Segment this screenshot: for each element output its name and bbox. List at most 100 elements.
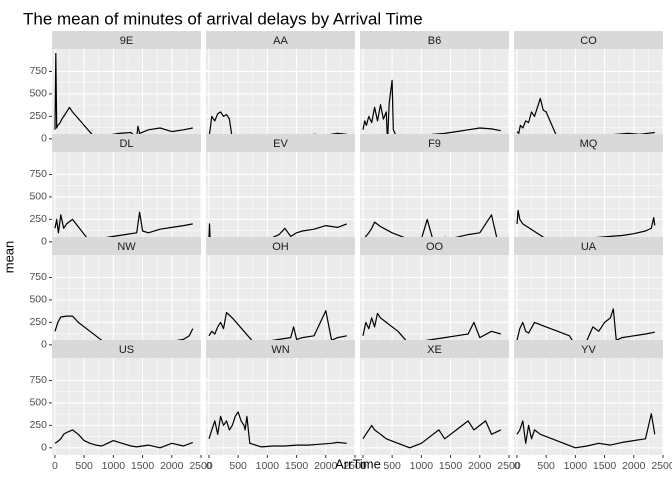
y-tick-label: 250 bbox=[29, 419, 47, 431]
facet-us: US 0 250 500 750 0 500 1000 1500 2000 2500 bbox=[29, 340, 213, 472]
facet-strip-label: F9 bbox=[428, 138, 441, 150]
x-tick-label: 0 bbox=[360, 460, 366, 472]
panel-background bbox=[514, 49, 663, 146]
y-tick-label: 500 bbox=[29, 397, 47, 409]
panel-background bbox=[514, 358, 663, 455]
x-tick-label: 2000 bbox=[468, 460, 492, 472]
facet-strip bbox=[52, 31, 201, 49]
y-tick-label: 500 bbox=[29, 88, 47, 100]
facet-strip-label: NW bbox=[117, 241, 136, 253]
facet-strip-label: DL bbox=[119, 138, 133, 150]
y-tick-label: 0 bbox=[41, 339, 47, 351]
facet-strip bbox=[206, 340, 355, 358]
y-tick-label: 500 bbox=[29, 294, 47, 306]
x-tick-label: 2500 bbox=[189, 460, 213, 472]
facet-strip-label: OO bbox=[426, 241, 444, 253]
panel-background bbox=[52, 255, 201, 352]
facet-strip-label: AA bbox=[273, 35, 288, 47]
x-tick-label: 2000 bbox=[160, 460, 184, 472]
y-tick-label: 750 bbox=[29, 271, 47, 283]
panel-background bbox=[52, 152, 201, 249]
facet-strip-label: CO bbox=[580, 35, 597, 47]
y-tick-label: 0 bbox=[41, 133, 47, 145]
x-tick-label: 1500 bbox=[285, 460, 309, 472]
facet-strip bbox=[514, 340, 663, 358]
x-tick-label: 1000 bbox=[564, 460, 588, 472]
facet-strip-label: B6 bbox=[428, 35, 441, 47]
x-tick-label: 2000 bbox=[622, 460, 646, 472]
x-tick-label: 1000 bbox=[102, 460, 126, 472]
facet-strip-label: US bbox=[119, 344, 134, 356]
x-tick-label: 500 bbox=[229, 460, 247, 472]
panel-background bbox=[360, 152, 509, 249]
y-tick-label: 750 bbox=[29, 65, 47, 77]
x-tick-label: 500 bbox=[75, 460, 93, 472]
x-tick-label: 0 bbox=[52, 460, 58, 472]
facet-strip-label: 9E bbox=[120, 35, 133, 47]
facet-oo: OO bbox=[360, 237, 510, 352]
x-tick-label: 500 bbox=[383, 460, 401, 472]
panel-background bbox=[206, 255, 355, 352]
panel-background bbox=[206, 358, 355, 455]
x-tick-label: 0 bbox=[206, 460, 212, 472]
y-tick-label: 500 bbox=[29, 191, 47, 203]
facet-strip bbox=[514, 134, 663, 152]
facet-strip-label: OH bbox=[272, 241, 289, 253]
facet-strip bbox=[514, 237, 663, 255]
panel-background bbox=[206, 152, 355, 249]
facet-strip bbox=[360, 340, 509, 358]
x-tick-label: 0 bbox=[514, 460, 520, 472]
facet-dl: DL 0 250 500 750 bbox=[29, 134, 202, 249]
series-line-yv bbox=[516, 413, 656, 449]
y-tick-label: 750 bbox=[29, 168, 47, 180]
series-line-xe bbox=[362, 420, 502, 449]
x-tick-label: 1000 bbox=[256, 460, 280, 472]
facet-strip bbox=[360, 31, 509, 49]
facet-mq: MQ bbox=[514, 134, 664, 249]
facet-strip-label: YV bbox=[581, 344, 596, 356]
facet-strip bbox=[52, 134, 201, 152]
facet-strip-label: UA bbox=[581, 241, 597, 253]
x-tick-label: 1500 bbox=[439, 460, 463, 472]
y-tick-label: 250 bbox=[29, 316, 47, 328]
facet-strip bbox=[52, 340, 201, 358]
series-line-dl bbox=[54, 211, 193, 243]
x-tick-label: 2500 bbox=[497, 460, 521, 472]
facet-strip bbox=[206, 134, 355, 152]
panel-background bbox=[360, 358, 509, 455]
facet-strip bbox=[52, 237, 201, 255]
facet-strip bbox=[514, 31, 663, 49]
facet-f9: F9 bbox=[360, 134, 510, 249]
facet-oh: OH bbox=[206, 237, 356, 352]
panel-background bbox=[360, 255, 509, 352]
panel-background bbox=[206, 49, 355, 146]
panel-background bbox=[52, 358, 201, 455]
series-line-wn bbox=[208, 411, 347, 448]
x-tick-label: 1500 bbox=[593, 460, 617, 472]
facet-strip-label: MQ bbox=[580, 138, 598, 150]
facet-strip bbox=[360, 134, 509, 152]
facet-xe: XE 0 500 1000 1500 2000 2500 bbox=[360, 340, 521, 472]
facet-nw: NW 0 250 500 750 bbox=[29, 237, 202, 352]
x-tick-label: 2500 bbox=[651, 460, 672, 472]
x-tick-label: 1000 bbox=[410, 460, 434, 472]
x-tick-label: 2500 bbox=[343, 460, 367, 472]
x-tick-label: 1500 bbox=[131, 460, 155, 472]
facet-strip bbox=[206, 237, 355, 255]
y-tick-label: 750 bbox=[29, 374, 47, 386]
facet-strip bbox=[206, 31, 355, 49]
facet-ua: UA bbox=[514, 237, 664, 352]
facet-b6: B6 bbox=[360, 31, 510, 146]
facet-ev: EV bbox=[206, 134, 356, 249]
facet-aa: AA bbox=[206, 31, 356, 146]
chart-title: The mean of minutes of arrival delays by… bbox=[23, 9, 423, 28]
facet-strip-label: XE bbox=[427, 344, 442, 356]
facet-strip-label: EV bbox=[273, 138, 288, 150]
panel-background bbox=[360, 49, 509, 146]
y-tick-label: 250 bbox=[29, 110, 47, 122]
series-line-f9 bbox=[362, 214, 502, 243]
facet-wn: WN 0 500 1000 1500 2000 2500 bbox=[206, 340, 367, 472]
y-axis-title: mean bbox=[1, 241, 16, 274]
panel-background bbox=[514, 152, 663, 249]
